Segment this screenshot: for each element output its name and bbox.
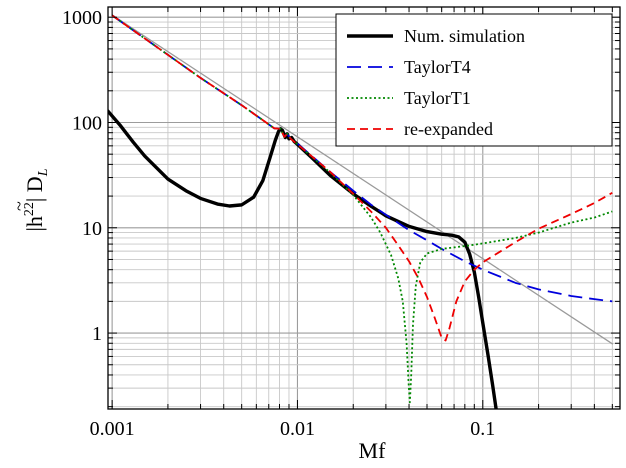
plot-frame bbox=[107, 6, 621, 410]
legend-label: re-expanded bbox=[404, 119, 493, 139]
y-axis-label-main: |h bbox=[22, 216, 47, 231]
plot-area bbox=[108, 14, 613, 409]
axis-ticks bbox=[108, 7, 620, 409]
legend-label: Num. simulation bbox=[404, 26, 525, 46]
y-axis-label-tilde: ~ bbox=[9, 201, 29, 211]
y-tick-label: 1000 bbox=[62, 7, 102, 29]
series-line-num-simulation bbox=[108, 109, 498, 409]
legend-label: TaylorT1 bbox=[404, 88, 471, 108]
legend-label: TaylorT4 bbox=[404, 57, 471, 77]
y-axis-label-sub: L bbox=[36, 168, 51, 177]
x-axis-label: Mf bbox=[359, 438, 387, 463]
y-axis-label-sup: 22 bbox=[22, 202, 37, 216]
x-tick-label: 0.001 bbox=[90, 418, 135, 440]
y-axis-label-tail: | D bbox=[22, 176, 47, 202]
legend: Num. simulation TaylorT4 TaylorT1 re-expand… bbox=[335, 13, 613, 147]
series-line-re-expanded bbox=[111, 14, 613, 342]
x-tick-label: 0.1 bbox=[470, 418, 495, 440]
y-tick-label: 1 bbox=[92, 323, 102, 345]
y-axis-label: |h22| DL bbox=[22, 168, 51, 231]
y-tick-label: 10 bbox=[82, 218, 102, 240]
x-tick-label: 0.01 bbox=[280, 418, 315, 440]
y-tick-label: 100 bbox=[72, 112, 102, 134]
axis-tick-labels: 0.001 0.01 0.1 1 10 100 1000 bbox=[62, 7, 495, 440]
series-line-reference bbox=[111, 14, 613, 345]
